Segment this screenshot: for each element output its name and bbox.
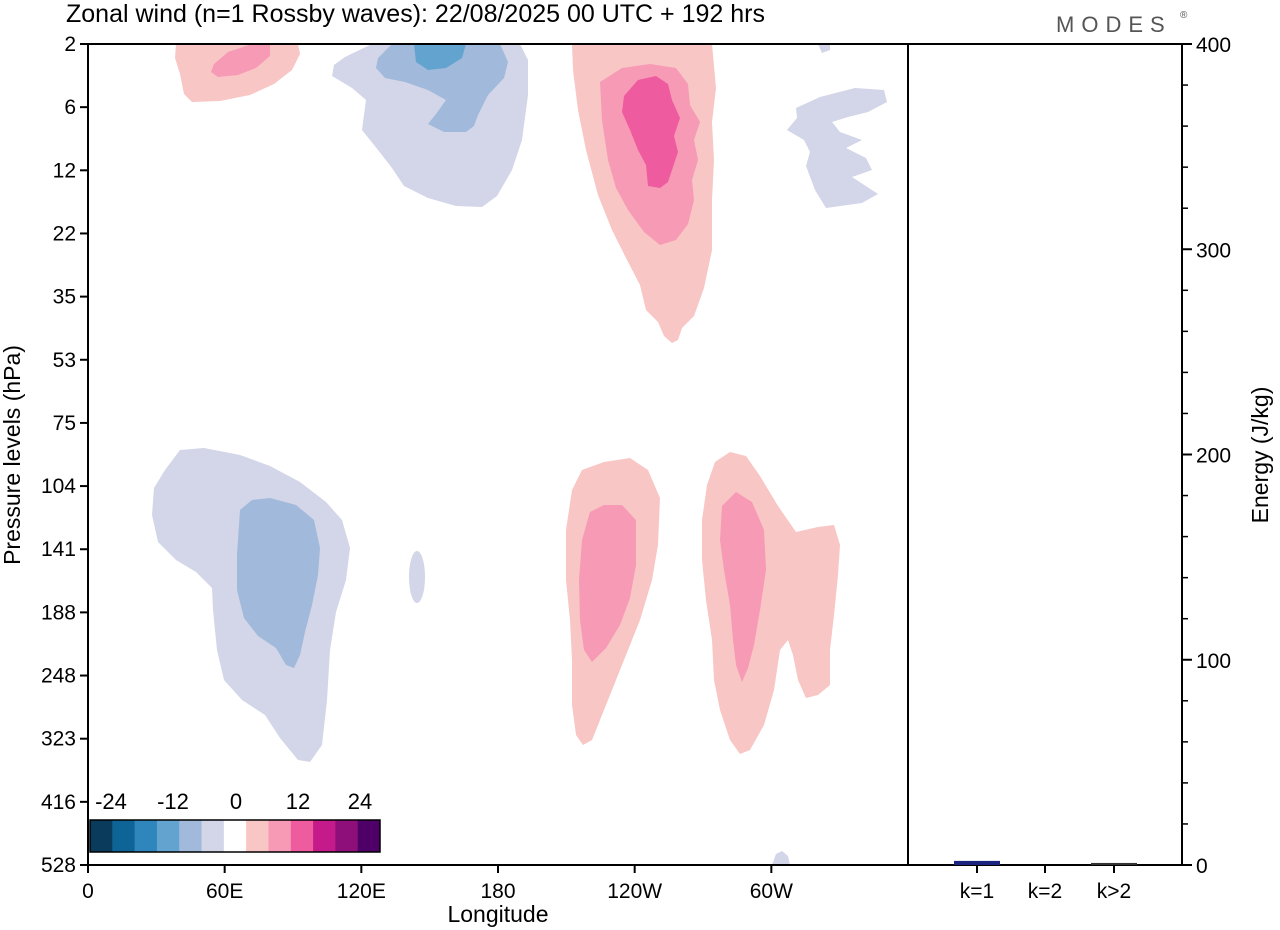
- colorbar-frame: [89, 819, 381, 853]
- y-tick-label: 248: [41, 665, 76, 688]
- positive-core-lower-60w: [720, 492, 766, 682]
- negative-anomaly-surface-60w: [772, 851, 790, 865]
- x-tick-label: 120W: [607, 880, 662, 903]
- y-tick-label: 6: [64, 96, 76, 119]
- x-tick-label: 180: [480, 880, 515, 903]
- negative-anomaly-upper-30w-tip: [818, 44, 830, 53]
- y-tick-label: 12: [53, 159, 76, 182]
- colorbar-swatch: [313, 820, 336, 852]
- energy-axis-label: Energy (J/kg): [1247, 387, 1273, 524]
- contour-plot: [88, 44, 908, 865]
- colorbar: -24 -12 0 12 24: [88, 789, 388, 864]
- energy-tick-label: 200: [1196, 445, 1231, 468]
- heatmap-axes: 0 60E 120E 180 120W 60W 2 6 12 22 35 53 75 104 141 188…: [0, 33, 909, 927]
- y-tick-label: 416: [41, 791, 76, 814]
- brand-registered-mark: ®: [1180, 10, 1188, 21]
- energy-tick-label: 400: [1196, 34, 1231, 57]
- energy-category-label: k>2: [1097, 880, 1131, 903]
- negative-core-upper-150e: [414, 44, 466, 70]
- positive-core-upper-120w: [622, 76, 680, 188]
- colorbar-swatch: [357, 820, 381, 852]
- colorbar-swatch: [268, 820, 292, 852]
- colorbar-swatch: [201, 820, 225, 852]
- y-tick-label: 104: [41, 475, 76, 498]
- x-tick-label: 120E: [337, 880, 386, 903]
- colorbar-label: -24: [95, 789, 127, 814]
- colorbar-swatch: [179, 820, 202, 852]
- positive-core-upper-60e: [211, 44, 270, 77]
- y-tick-label: 528: [41, 854, 76, 877]
- colorbar-label: -12: [157, 789, 189, 814]
- y-axis-ticks: 2 6 12 22 35 53 75 104 141 188 248 323 416 528: [41, 33, 88, 877]
- negative-anomaly-upper-30w: [787, 88, 887, 208]
- colorbar-swatch: [112, 820, 136, 852]
- energy-category-label: k=1: [960, 880, 994, 903]
- y-tick-label: 22: [53, 222, 76, 245]
- energy-frame: [907, 43, 1183, 866]
- colorbar-swatches: [90, 820, 381, 852]
- energy-tick-label: 300: [1196, 239, 1231, 262]
- chart-title: Zonal wind (n=1 Rossby waves): 22/08/202…: [66, 0, 765, 28]
- brand-logo: MODES: [1056, 12, 1172, 37]
- negative-mid-upper-150e: [376, 44, 508, 132]
- negative-anomaly-lower-150e: [409, 551, 425, 603]
- colorbar-swatch: [223, 820, 247, 852]
- colorbar-swatch: [134, 820, 158, 852]
- colorbar-label: 24: [348, 789, 372, 814]
- x-axis-ticks: 0 60E 120E 180 120W 60W: [82, 865, 793, 903]
- y-tick-label: 141: [41, 538, 76, 561]
- energy-bar: [954, 860, 1000, 865]
- energy-tick-label: 100: [1196, 650, 1231, 673]
- energy-axis-ticks: 0 100 200 300 400: [1182, 34, 1231, 878]
- x-axis-label: Longitude: [447, 901, 548, 927]
- energy-categories: k=1 k=2 k>2: [960, 865, 1131, 903]
- y-tick-label: 2: [64, 33, 76, 56]
- colorbar-swatch: [335, 820, 359, 852]
- colorbar-label: 12: [286, 789, 310, 814]
- y-tick-label: 323: [41, 728, 76, 751]
- y-axis-label: Pressure levels (hPa): [0, 345, 25, 565]
- energy-bars: [954, 860, 1137, 865]
- positive-core-lower-120w: [579, 505, 636, 662]
- y-tick-label: 75: [53, 412, 76, 435]
- y-tick-label: 53: [53, 349, 76, 372]
- colorbar-swatch: [290, 820, 314, 852]
- energy-panel: 0 100 200 300 400 k=1 k=2 k>2 Energy (J/kg): [907, 34, 1273, 903]
- x-tick-label: 0: [82, 880, 94, 903]
- colorbar-swatch: [246, 820, 269, 852]
- y-tick-label: 188: [41, 601, 76, 624]
- energy-category-label: k=2: [1028, 880, 1062, 903]
- colorbar-swatch: [90, 820, 113, 852]
- colorbar-swatch: [156, 820, 180, 852]
- x-tick-label: 60E: [206, 880, 243, 903]
- y-tick-label: 35: [53, 286, 76, 309]
- energy-tick-label: 0: [1196, 855, 1208, 878]
- colorbar-label: 0: [230, 789, 242, 814]
- x-tick-label: 60W: [750, 880, 793, 903]
- energy-bar: [1091, 862, 1137, 865]
- negative-core-lower-60e: [237, 498, 320, 668]
